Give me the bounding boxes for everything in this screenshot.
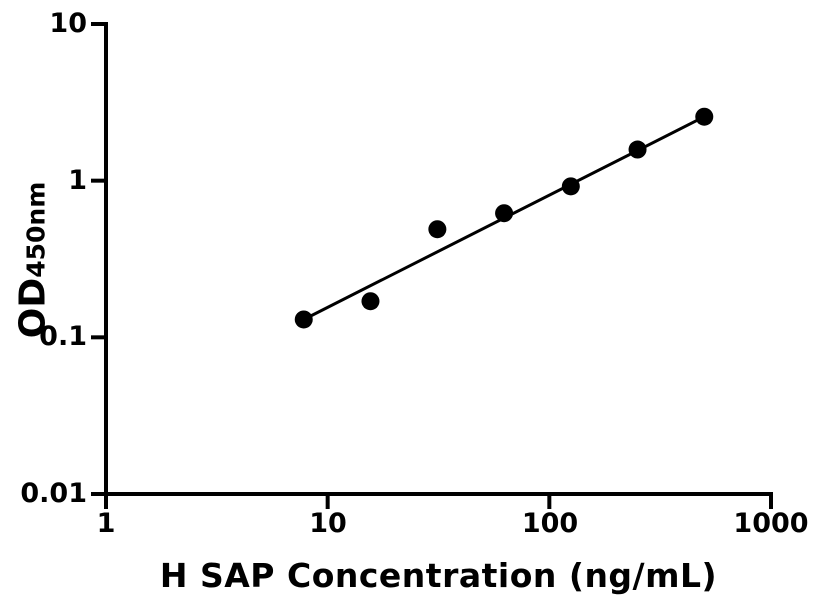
x-tick-label-100: 100 <box>521 508 579 539</box>
data-point <box>561 177 580 196</box>
y-axis-title-subscript: 450nm <box>21 181 51 278</box>
x-tick-label-1000: 1000 <box>733 508 809 539</box>
data-point <box>628 140 647 159</box>
data-point <box>428 220 447 239</box>
data-point <box>695 107 714 126</box>
x-tick-label-1: 1 <box>96 508 116 539</box>
data-point <box>495 204 514 223</box>
y-tick-label-0.1: 0.1 <box>39 321 87 352</box>
y-axis-title-base: OD <box>12 277 54 339</box>
y-tick-label-10: 10 <box>49 8 87 39</box>
data-point <box>361 292 380 311</box>
data-point <box>294 310 313 329</box>
y-axis-title: OD450nm <box>12 181 57 339</box>
x-tick-label-10: 10 <box>309 508 347 539</box>
y-tick-label-1: 1 <box>68 165 87 196</box>
axis-spine <box>104 22 773 496</box>
y-tick-label-0.01: 0.01 <box>20 478 87 509</box>
x-axis-title: H SAP Concentration (ng/mL) <box>159 556 718 595</box>
